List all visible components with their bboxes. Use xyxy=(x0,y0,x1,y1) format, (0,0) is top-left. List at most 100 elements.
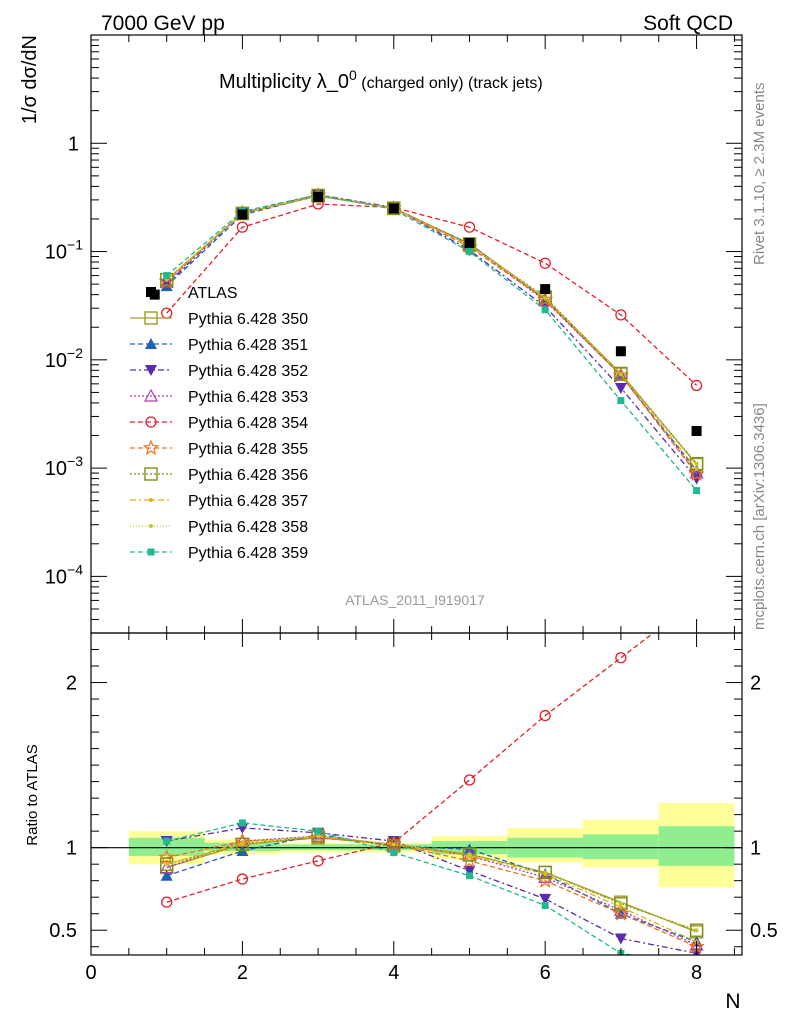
main-series-point xyxy=(539,257,551,269)
ratio-series-point xyxy=(312,855,324,867)
main-series-point xyxy=(615,309,627,321)
ratio-series-line xyxy=(166,633,655,903)
x-tick-label: 4 xyxy=(388,962,399,984)
legend-marker xyxy=(143,388,159,402)
atlas-point xyxy=(313,191,324,202)
ratio-series-point xyxy=(618,905,623,910)
ratio-series-point xyxy=(614,897,628,911)
legend-marker xyxy=(142,439,160,456)
ratio-series-8 xyxy=(164,834,699,933)
tick-exponent: −1 xyxy=(67,237,83,253)
ratio-series-point xyxy=(614,933,627,945)
legend-entry: Pythia 6.428 352 xyxy=(130,363,308,380)
x-axis-label: N xyxy=(725,990,740,1013)
main-series-point xyxy=(163,272,171,280)
ratio-series-point xyxy=(161,896,173,908)
ratio-series-point xyxy=(240,842,245,847)
main-series-line xyxy=(166,194,698,475)
main-series-point xyxy=(694,467,699,472)
ratio-series-point xyxy=(462,847,477,861)
main-series-point xyxy=(463,221,476,233)
main-series-point xyxy=(158,272,176,289)
x-tick-label: 2 xyxy=(237,962,248,984)
legend-label: Pythia 6.428 354 xyxy=(188,415,308,432)
ratio-uncertainty-bands xyxy=(128,803,735,888)
ratio-series-line xyxy=(166,827,697,954)
ratio-series-point xyxy=(539,893,552,905)
ratio-series-line xyxy=(166,822,637,955)
ratio-series-point xyxy=(618,901,623,906)
legend-entry-atlas: ATLAS xyxy=(146,285,238,302)
legend-label: Pythia 6.428 351 xyxy=(188,337,308,354)
ratio-series-point xyxy=(385,835,402,852)
legend-label: Pythia 6.428 359 xyxy=(188,545,308,562)
ratio-y-axis-label: Ratio to ATLAS xyxy=(24,744,41,845)
title-rest: (charged only) (track jets) xyxy=(357,75,543,92)
main-plot-title: Multiplicity λ_00 (charged only) (track … xyxy=(219,67,543,93)
ratio-series-point xyxy=(612,905,630,921)
ratio-y-tick-label: 1 xyxy=(66,838,77,860)
header-left: 7000 GeV pp xyxy=(101,12,225,35)
main-series-point xyxy=(689,465,704,479)
ratio-series-point xyxy=(159,860,174,874)
ratio-series-point xyxy=(238,819,246,827)
ratio-series-point xyxy=(160,869,173,881)
tick-base: 10 xyxy=(45,350,67,372)
legend-label: ATLAS xyxy=(188,285,238,302)
ratio-series-line xyxy=(166,835,697,943)
legend-entry: Pythia 6.428 353 xyxy=(130,388,308,406)
main-y-tick-label: 10−4 xyxy=(45,561,83,588)
ratio-y-tick-label: 0.5 xyxy=(49,920,77,942)
x-tick-label: 8 xyxy=(691,962,702,984)
legend-marker-atlas xyxy=(146,287,156,297)
legend-entry: Pythia 6.428 358 xyxy=(130,519,308,536)
main-series-point xyxy=(541,306,549,314)
legend-entry: Pythia 6.428 357 xyxy=(130,493,308,510)
tick-exponent: −3 xyxy=(67,453,83,469)
legend-label: Pythia 6.428 355 xyxy=(188,441,308,458)
ratio-series-point xyxy=(467,852,472,857)
ratio-series-point xyxy=(465,872,473,880)
main-y-tick-label: 10−2 xyxy=(45,345,83,372)
main-y-tick-label: 10−3 xyxy=(45,453,83,480)
main-series-point xyxy=(688,465,705,482)
header-right: Soft QCD xyxy=(643,12,733,35)
atlas-point xyxy=(540,284,551,295)
main-y-tick-label: 10−1 xyxy=(45,237,83,264)
legend-entry: Pythia 6.428 355 xyxy=(130,439,308,458)
main-series-point xyxy=(236,221,249,233)
legend-marker xyxy=(145,365,157,376)
ratio-series-point xyxy=(309,829,327,845)
legend-entry: Pythia 6.428 354 xyxy=(130,415,308,432)
main-series-point xyxy=(161,307,173,319)
legend-marker xyxy=(147,548,155,556)
atlas-point xyxy=(464,237,475,248)
legend-entry: Pythia 6.428 350 xyxy=(130,311,308,328)
main-y-axis-label: 1/σ dσ/dN xyxy=(19,35,41,124)
main-series-point xyxy=(387,201,401,216)
ratio-series-point xyxy=(463,774,476,786)
ratio-series-point xyxy=(163,837,171,845)
tick-exponent: −2 xyxy=(67,345,83,361)
legend-entry: Pythia 6.428 351 xyxy=(130,337,308,354)
atlas-point xyxy=(615,346,626,357)
title-main: Multiplicity λ_0 xyxy=(219,71,349,93)
main-series-point xyxy=(612,366,630,383)
legend-label: Pythia 6.428 356 xyxy=(188,467,308,484)
ratio-series-group xyxy=(158,633,705,955)
ratio-series-point xyxy=(158,848,175,865)
ratio-series-point xyxy=(391,842,396,847)
legend-label: Pythia 6.428 358 xyxy=(188,519,308,536)
atlas-point xyxy=(691,426,702,437)
main-series-point xyxy=(543,296,548,301)
ratio-series-point xyxy=(538,870,553,883)
ratio-series-point xyxy=(539,709,551,722)
legend: ATLAS Pythia 6.428 350 Pythia 6.428 351 Pyt… xyxy=(130,285,308,562)
main-series-point xyxy=(690,379,703,392)
ratio-y-tick-label: 2 xyxy=(66,673,77,695)
legend-label: Pythia 6.428 352 xyxy=(188,363,308,380)
main-axis-ticks: 110−110−210−310−4 xyxy=(45,34,742,634)
ratio-band-inner xyxy=(658,826,735,866)
main-plot: 110−110−210−310−4 1/σ dσ/dN Multiplicity… xyxy=(19,34,743,634)
